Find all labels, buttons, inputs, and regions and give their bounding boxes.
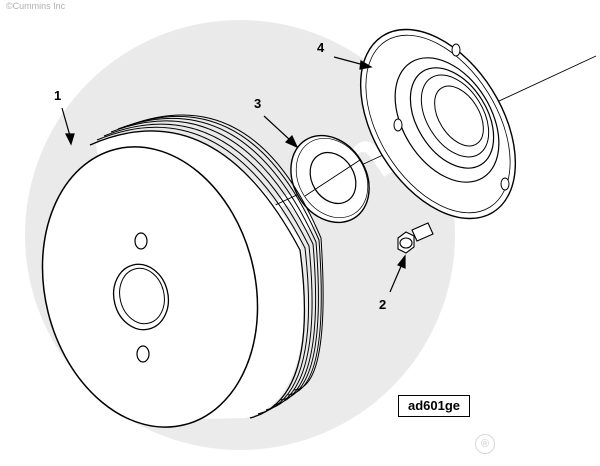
- callout-2: 2: [379, 297, 387, 312]
- gasket-plate-part: [359, 28, 517, 220]
- capscrew-part: [397, 222, 434, 254]
- callout-3: 3: [254, 96, 262, 111]
- registered-mark: ®: [475, 434, 495, 454]
- callout-1: 1: [54, 88, 62, 103]
- pulley-part: [41, 114, 324, 428]
- callout-arrows: [61, 56, 406, 293]
- drawing-code-label: ad601ge: [398, 395, 470, 417]
- copyright-notice: ©Cummins Inc: [6, 1, 66, 11]
- callout-4: 4: [317, 40, 325, 55]
